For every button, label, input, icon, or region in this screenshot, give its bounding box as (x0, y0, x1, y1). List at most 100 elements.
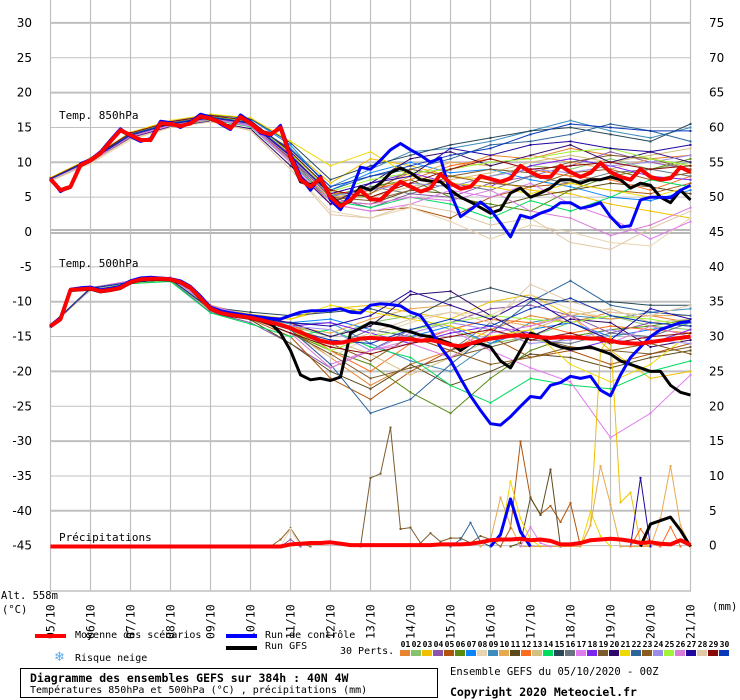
member-legend-swatch (510, 650, 520, 656)
precip-member-point (429, 532, 432, 535)
member-point (609, 154, 612, 157)
member-point (249, 127, 252, 130)
member-point (569, 157, 572, 160)
member-point (569, 300, 572, 303)
member-point (569, 119, 572, 122)
member-point (489, 332, 492, 335)
member-point (329, 304, 332, 307)
member-point (449, 154, 452, 157)
precip-member-point (499, 496, 502, 499)
member-legend-number: 26 (676, 640, 686, 649)
right-tick-label: 45 (709, 225, 724, 239)
member-point (409, 154, 412, 157)
precip-member-point (519, 440, 522, 443)
member-point (369, 175, 372, 178)
date-label: 12/10 (324, 604, 338, 639)
member-point (649, 304, 652, 307)
member-point (369, 359, 372, 362)
member-point (369, 203, 372, 206)
member-point (289, 323, 292, 326)
precip-member-point (599, 465, 602, 467)
member-point (569, 241, 572, 244)
member-point (289, 321, 292, 324)
member-point (489, 217, 492, 220)
member-point (689, 182, 692, 185)
member-point (609, 387, 612, 390)
member-point (609, 203, 612, 206)
member-point (369, 217, 372, 220)
right-tick-label: 30 (709, 330, 724, 344)
precip-member-point (669, 465, 672, 467)
precip-member-point (509, 480, 512, 483)
member-point (289, 342, 292, 345)
member-point (609, 314, 612, 317)
right-tick-label: 0 (709, 539, 717, 553)
member-point (609, 126, 612, 129)
member-point (649, 161, 652, 164)
precip-member-point (369, 476, 372, 479)
member-point (609, 189, 612, 192)
member-point (689, 318, 692, 321)
member-point (609, 366, 612, 369)
member-point (409, 203, 412, 206)
date-label: 20/10 (644, 604, 658, 639)
member-point (449, 185, 452, 188)
right-tick-label: 50 (709, 190, 724, 204)
member-point (449, 217, 452, 220)
precip-member-point (539, 542, 542, 544)
member-point (569, 279, 572, 282)
member-point (689, 332, 692, 335)
member-legend-swatch (466, 650, 476, 656)
member-point (369, 182, 372, 185)
precip-member-point (589, 510, 592, 513)
member-point (689, 352, 692, 355)
member-legend-swatch (488, 650, 498, 656)
member-point (689, 314, 692, 317)
precip-member-point (619, 501, 622, 504)
member-point (649, 237, 652, 240)
right-tick-label: 65 (709, 86, 724, 100)
member-point (689, 154, 692, 157)
member-point (649, 178, 652, 181)
member-point (449, 196, 452, 199)
member-point (529, 377, 532, 380)
member-point (529, 325, 532, 328)
member-point (569, 356, 572, 359)
member-point (649, 199, 652, 202)
member-legend-number: 10 (500, 640, 510, 649)
member-point (449, 304, 452, 307)
member-point (529, 199, 532, 202)
member-point (689, 140, 692, 143)
precip-member-point (629, 545, 632, 548)
member-point (489, 203, 492, 206)
member-point (529, 352, 532, 355)
legend-mean-swatch (35, 634, 66, 638)
precip-member-point (679, 524, 682, 527)
precip-member-point (639, 476, 642, 479)
member-point (409, 321, 412, 324)
member-point (689, 220, 692, 223)
member-point (409, 182, 412, 185)
precip-member-point (459, 538, 462, 541)
precip-member-point (519, 517, 522, 520)
precip-member-point (459, 537, 462, 540)
left-unit: (°C) (2, 604, 27, 616)
member-point (249, 321, 252, 324)
member-point (609, 178, 612, 181)
member-point (369, 325, 372, 328)
member-point (569, 154, 572, 157)
member-point (449, 349, 452, 352)
date-label: 16/10 (484, 604, 498, 639)
member-point (329, 213, 332, 216)
member-point (369, 171, 372, 174)
chart-subtitle: Températures 850hPa et 500hPa (°C) , pré… (30, 685, 368, 696)
altitude: Alt. 558m (1, 590, 58, 602)
member-legend-swatch (686, 650, 696, 656)
member-point (369, 332, 372, 335)
member-point (489, 401, 492, 404)
member-point (409, 178, 412, 181)
member-point (369, 178, 372, 181)
date-label: 19/10 (604, 604, 618, 639)
member-legend-swatch (400, 650, 410, 656)
member-point (689, 339, 692, 342)
